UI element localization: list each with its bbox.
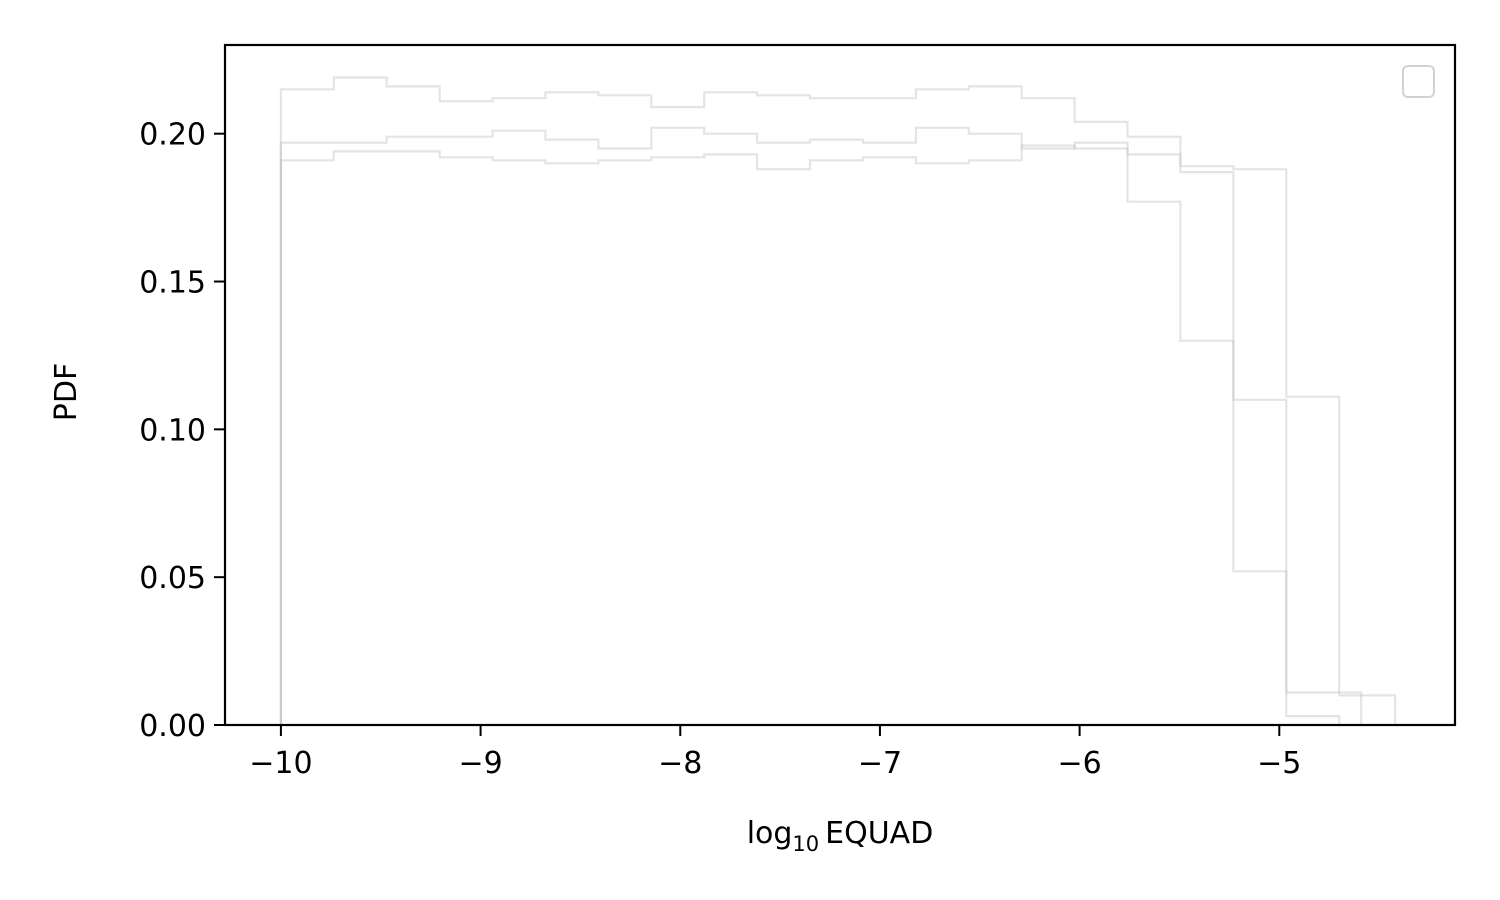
x-axis-label-suffix: EQUAD [825, 816, 933, 851]
x-axis-label-prefix: log [747, 816, 793, 851]
x-tick-label: −8 [658, 746, 702, 781]
y-axis-label: PDF [49, 363, 84, 421]
x-axis-label: log10 EQUAD [747, 816, 934, 856]
y-tick-label: 0.00 [139, 709, 206, 744]
y-axis-ticks: 0.00 0.05 0.10 0.15 0.20 [139, 118, 225, 744]
histogram-series-2 [279, 76, 1363, 725]
histogram-series-1 [279, 126, 1341, 725]
x-tick-label: −5 [1257, 746, 1301, 781]
x-tick-label: −9 [458, 746, 502, 781]
x-axis-ticks: −10 −9 −8 −7 −6 −5 [249, 725, 1301, 781]
legend-box [1402, 65, 1435, 98]
x-tick-label: −10 [249, 746, 312, 781]
y-tick-label: 0.05 [139, 561, 206, 596]
y-tick-label: 0.15 [139, 266, 206, 301]
plot-frame [223, 43, 1457, 727]
x-tick-label: −7 [858, 746, 902, 781]
y-tick-label: 0.10 [139, 413, 206, 448]
histogram-series-3 [279, 144, 1397, 725]
x-axis-label-subscript: 10 [792, 832, 819, 856]
y-tick-label: 0.20 [139, 118, 206, 153]
x-tick-label: −6 [1057, 746, 1101, 781]
plot-series [279, 76, 1397, 725]
